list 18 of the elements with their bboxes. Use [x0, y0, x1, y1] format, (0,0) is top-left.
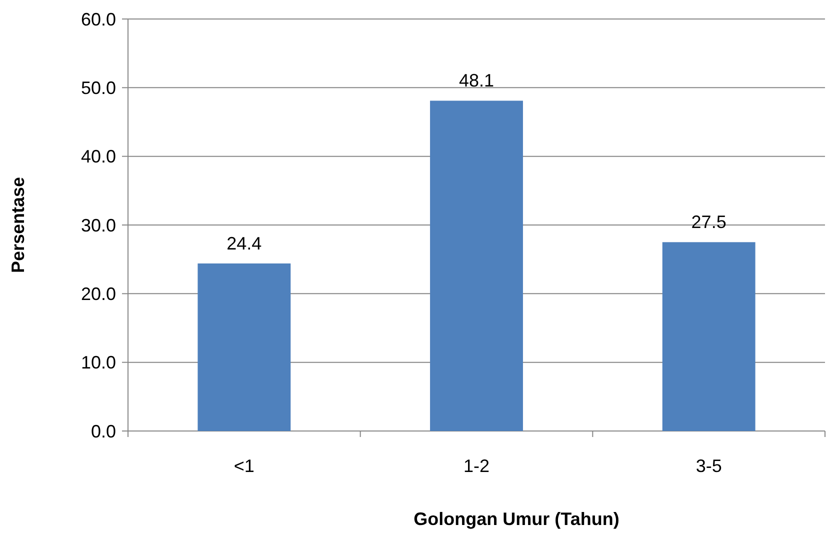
y-tick-label: 30.0	[80, 215, 116, 236]
y-tick-label: 20.0	[80, 284, 116, 304]
y-tick-label: 0.0	[90, 421, 116, 442]
y-tick-label: 50.0	[80, 78, 116, 98]
data-label: 24.4	[226, 233, 262, 254]
x-tick-label: 1-2	[463, 456, 490, 476]
x-axis-title: Golongan Umur (Tahun)	[414, 509, 620, 529]
x-tick-label: 3-5	[696, 456, 722, 476]
bar	[430, 100, 523, 431]
y-tick-label: 40.0	[80, 146, 116, 167]
bar	[662, 242, 756, 431]
x-tick-label: <1	[234, 456, 254, 476]
bar	[198, 263, 291, 431]
data-label: 48.1	[458, 70, 494, 91]
data-label: 27.5	[691, 212, 726, 232]
y-axis-title: Persentase	[8, 176, 28, 274]
y-tick-label: 60.0	[80, 9, 116, 30]
y-tick-label: 10.0	[80, 352, 116, 373]
